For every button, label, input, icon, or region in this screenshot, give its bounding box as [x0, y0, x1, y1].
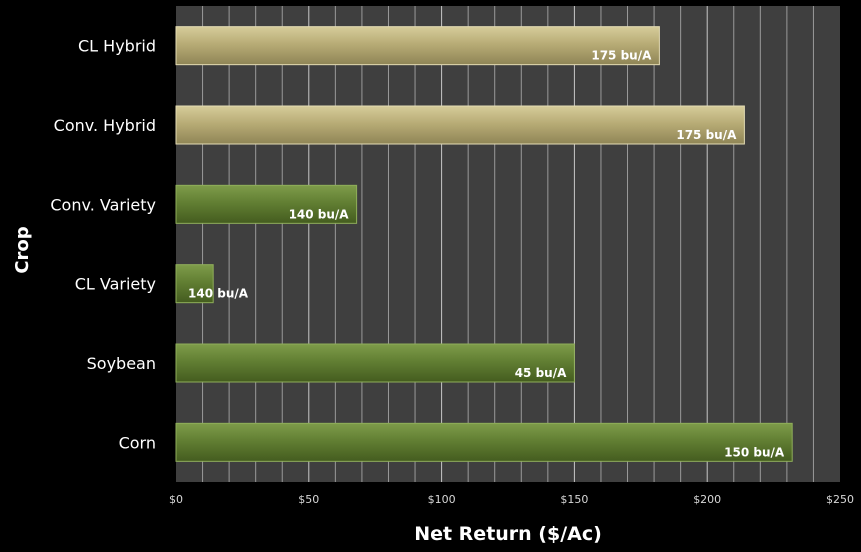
y-axis-title: Crop [12, 226, 33, 273]
bar [176, 423, 792, 461]
x-tick-label: $0 [169, 493, 183, 506]
bar [176, 27, 659, 65]
bar [176, 106, 744, 144]
category-label: Corn [119, 433, 156, 452]
data-label: 175 bu/A [676, 128, 737, 142]
x-axis-title: Net Return ($/Ac) [414, 523, 602, 545]
x-tick-label: $250 [826, 493, 854, 506]
x-tick-label: $200 [693, 493, 721, 506]
data-label: 140 bu/A [188, 287, 249, 301]
data-label: 140 bu/A [289, 207, 350, 221]
x-tick-label: $50 [298, 493, 319, 506]
plot-area [176, 6, 840, 482]
data-label: 150 bu/A [724, 445, 785, 459]
data-label: 175 bu/A [591, 49, 652, 63]
category-label: Soybean [87, 354, 156, 373]
category-label: CL Hybrid [78, 37, 156, 56]
data-label: 45 bu/A [515, 366, 567, 380]
x-tick-label: $150 [560, 493, 588, 506]
category-label: Conv. Hybrid [54, 116, 156, 135]
category-label: CL Variety [75, 275, 156, 294]
x-tick-label: $100 [428, 493, 456, 506]
category-label: Conv. Variety [50, 195, 156, 214]
